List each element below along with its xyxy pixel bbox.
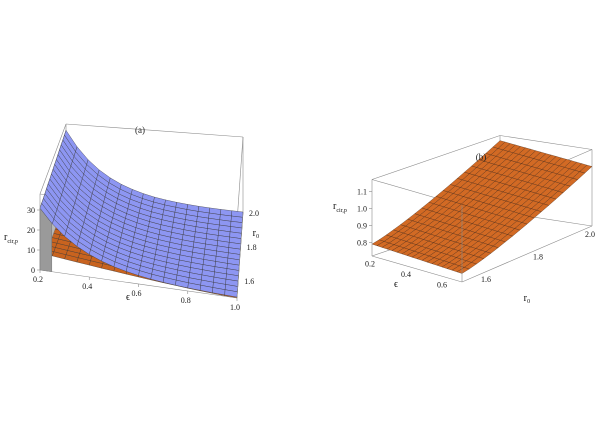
y-tick-label: 1.8 bbox=[533, 252, 543, 261]
x-tick-label: 0.2 bbox=[365, 260, 375, 269]
z-tick-label: 1.1 bbox=[357, 187, 367, 196]
z-tick-label: 0 bbox=[31, 266, 35, 275]
z-tick-label: 1.0 bbox=[357, 204, 367, 213]
z-tick-label: 0.8 bbox=[357, 238, 367, 247]
x-tick-label: 0.4 bbox=[401, 270, 411, 279]
z-tick-label: 30 bbox=[27, 206, 35, 215]
z-tick-label: 20 bbox=[27, 226, 35, 235]
x-tick-label: 1.0 bbox=[230, 303, 240, 312]
x-axis-line bbox=[371, 255, 463, 283]
x-tick-label: 0.6 bbox=[132, 289, 142, 298]
y-tick-label: 1.6 bbox=[244, 277, 254, 286]
y-axis-line bbox=[461, 225, 593, 283]
y-tick-label: 1.6 bbox=[481, 275, 491, 284]
x-tick-label: 0.8 bbox=[181, 296, 191, 305]
z-axis-label: rcir,p bbox=[333, 201, 347, 214]
upper-surface bbox=[39, 129, 244, 298]
panel-label: (b) bbox=[476, 152, 487, 162]
y-axis-line bbox=[236, 212, 244, 299]
x-tick-label: 0.6 bbox=[437, 280, 447, 289]
chart-panel-a: 0.2 0.4 0.6 0.8 1.0 1.6 1.8 2.0 0 10 20 30 (a) ϵ r₀ rci… bbox=[4, 123, 260, 312]
bounding-box-edge bbox=[236, 136, 244, 223]
panel-label: (a) bbox=[135, 125, 145, 135]
bounding-box-edge bbox=[499, 135, 593, 150]
x-tick-label: 0.2 bbox=[33, 275, 43, 284]
bounding-box-edge bbox=[39, 123, 67, 195]
x-axis-label: ϵ bbox=[394, 279, 398, 290]
z-axis-label: rcir,p bbox=[4, 232, 18, 245]
y-tick-label: 1.8 bbox=[247, 243, 257, 252]
y-tick-label: 2.0 bbox=[249, 209, 259, 218]
x-axis-label: ϵ bbox=[126, 292, 130, 303]
chart-panel-b: 0.2 0.4 0.6 1.6 1.8 2.0 0.8 0.9 1.0 1.1 (b) ϵ r₀ rcir… bbox=[333, 135, 595, 304]
y-tick-label: 2.0 bbox=[585, 230, 595, 239]
y-axis-label: r₀ bbox=[253, 228, 260, 239]
bounding-box-edge bbox=[371, 135, 501, 180]
x-tick-label: 0.4 bbox=[82, 282, 92, 291]
bounding-box-edge bbox=[65, 123, 244, 138]
y-axis-label: r₀ bbox=[524, 293, 531, 304]
z-tick-label: 0.9 bbox=[357, 221, 367, 230]
z-tick-label: 10 bbox=[27, 246, 35, 255]
